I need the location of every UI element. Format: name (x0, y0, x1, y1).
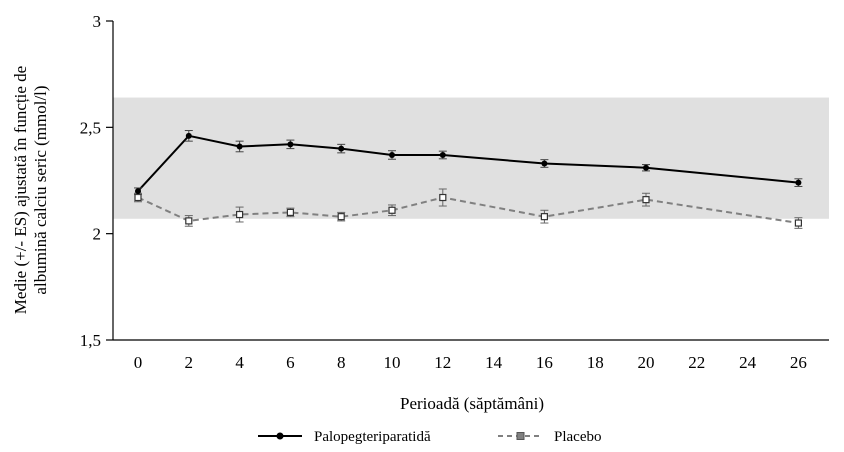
x-tick-label: 22 (688, 353, 705, 372)
data-point (134, 193, 142, 202)
y-tick-label: 1,5 (80, 331, 101, 350)
x-tick-label: 4 (235, 353, 244, 372)
series-layer (134, 130, 803, 229)
series-line-placebo (137, 196, 799, 224)
data-point (236, 210, 244, 219)
x-tick-label: 18 (587, 353, 604, 372)
x-tick-label: 14 (485, 353, 503, 372)
x-tick-label: 20 (638, 353, 655, 372)
data-point (389, 151, 395, 158)
x-tick-label: 8 (337, 353, 346, 372)
legend-label-palopegteriparatida: Palopegteriparatidă (314, 429, 431, 445)
legend-label-placebo: Placebo (554, 429, 601, 445)
y-tick-label: 2,5 (80, 118, 101, 137)
y-tick-label: 3 (93, 12, 102, 31)
x-tick-label: 0 (134, 353, 143, 372)
series-palopegteriparatida (134, 130, 803, 195)
x-tick-label: 26 (790, 353, 807, 372)
series-placebo (134, 188, 803, 229)
data-point (185, 132, 192, 139)
x-tick-label: 16 (536, 353, 553, 372)
y-axis-title-line-1: Medie (+/- ES) ajustată în funcție de (11, 66, 30, 314)
data-point (439, 193, 447, 202)
data-point (388, 206, 396, 214)
data-point (794, 219, 803, 227)
data-point (642, 196, 650, 204)
data-point (338, 145, 345, 152)
data-point (337, 213, 345, 221)
axes (106, 20, 829, 341)
x-axis-title: Perioadă (săptămâni) (400, 394, 544, 413)
legend: Palopegteriparatidă Placebo (258, 429, 601, 445)
data-point (185, 217, 193, 225)
data-point (541, 160, 548, 167)
data-point (795, 179, 802, 186)
x-tick-label: 2 (185, 353, 194, 372)
data-point (286, 208, 294, 216)
tick-labels: 1,522,530 2 4 6 8 10 12 14 16 18 20 22 24 26 (80, 12, 807, 372)
legend-item-placebo: Placebo (498, 429, 601, 445)
series-line-palopegteriparatida (137, 134, 799, 192)
x-tick-label: 6 (286, 353, 295, 372)
x-tick-label: 12 (434, 353, 451, 372)
data-point (287, 141, 294, 148)
legend-item-palopegteriparatida: Palopegteriparatidă (258, 429, 431, 445)
y-tick-label: 2 (93, 225, 102, 244)
data-point (540, 213, 549, 221)
y-axis-title-line-2: albumină calciu seric (mmol/l) (31, 85, 50, 294)
x-tick-label: 10 (384, 353, 401, 372)
data-point (643, 164, 649, 171)
data-point (236, 143, 243, 150)
legend-marker-palopegteriparatida (276, 432, 284, 440)
x-tick-label: 24 (739, 353, 757, 372)
data-point (135, 188, 141, 195)
data-point (439, 151, 446, 158)
legend-marker-placebo (516, 432, 525, 440)
